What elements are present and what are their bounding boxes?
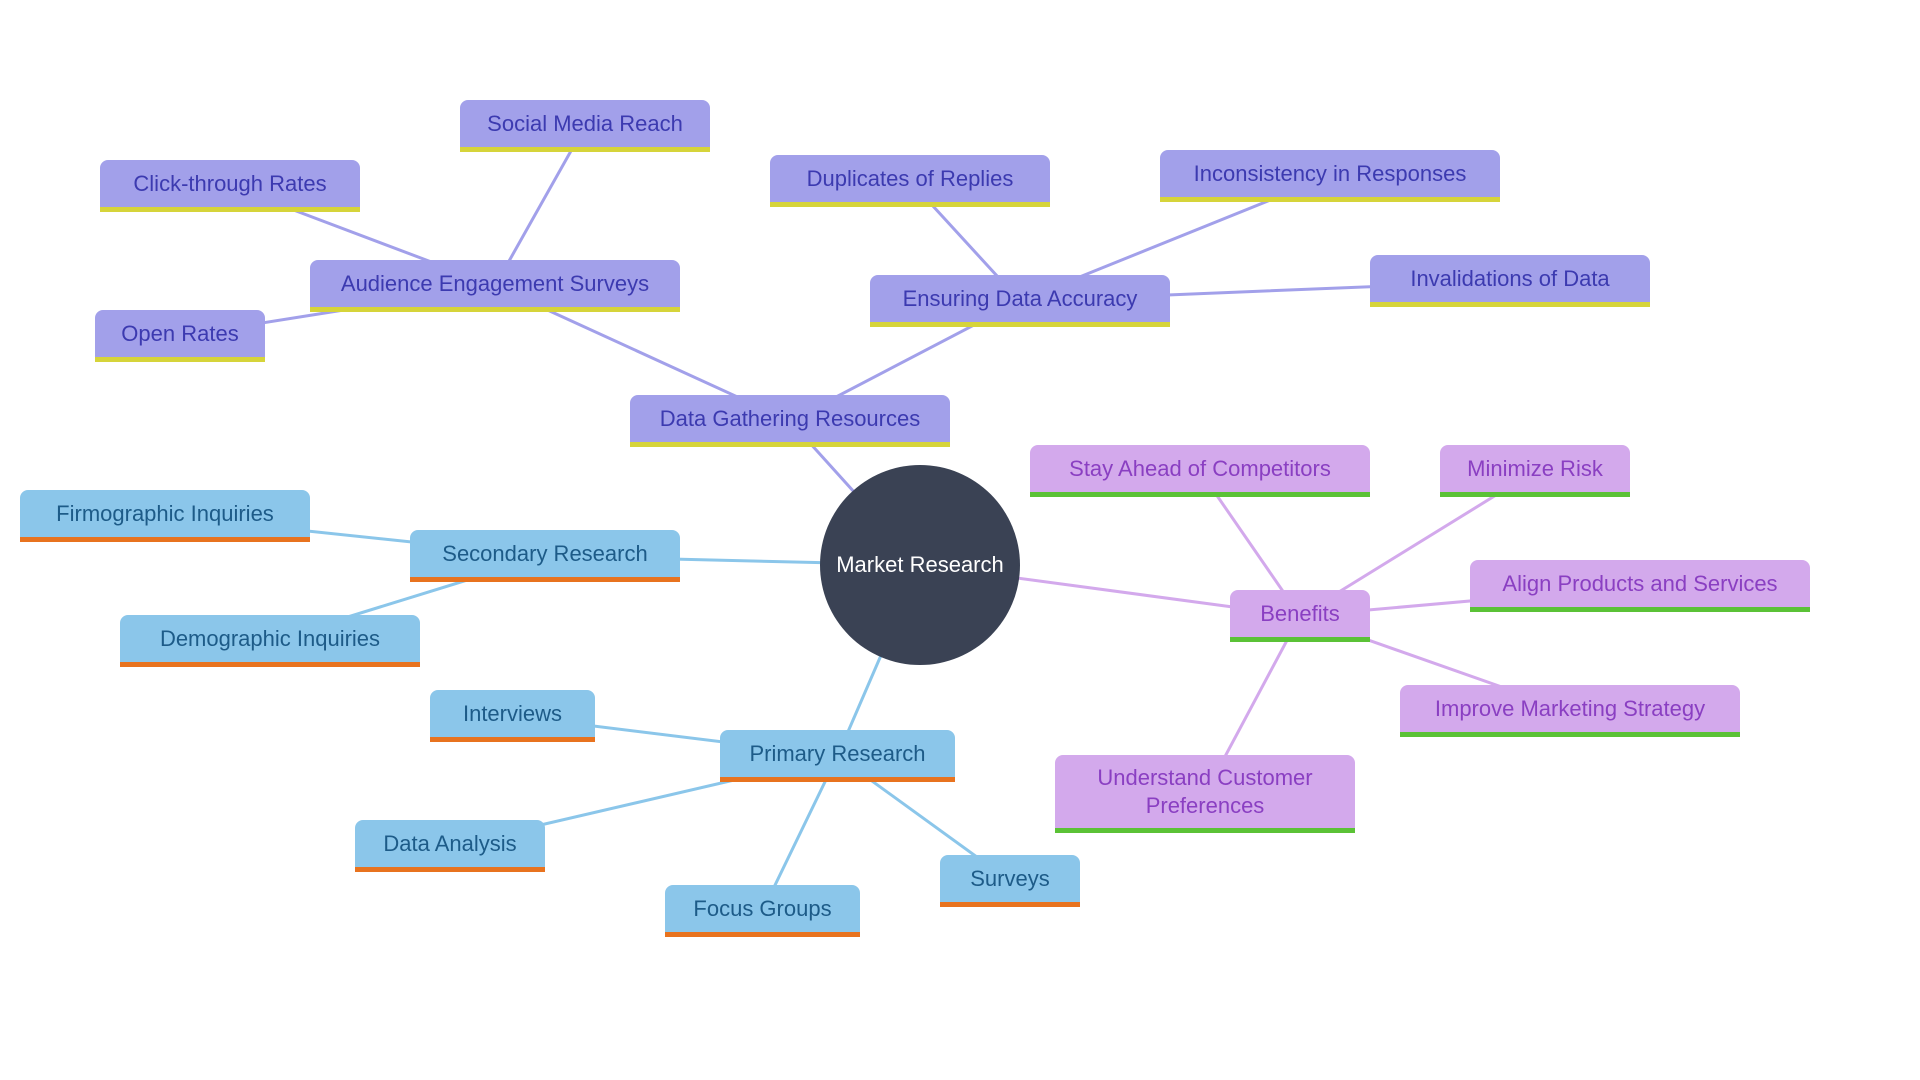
node-label: Improve Marketing Strategy: [1435, 696, 1705, 722]
node-label: Stay Ahead of Competitors: [1069, 456, 1331, 482]
node-eda: Ensuring Data Accuracy: [870, 275, 1170, 327]
node-label: Interviews: [463, 701, 562, 727]
node-sec: Secondary Research: [410, 530, 680, 582]
node-label: Understand CustomerPreferences: [1097, 764, 1312, 819]
node-label: Firmographic Inquiries: [56, 501, 274, 527]
node-ben: Benefits: [1230, 590, 1370, 642]
node-label: Data Gathering Resources: [660, 406, 920, 432]
node-label: Ensuring Data Accuracy: [903, 286, 1138, 312]
mindmap-canvas: Market Research Data Gathering Resources A…: [0, 0, 1920, 1080]
node-firm: Firmographic Inquiries: [20, 490, 310, 542]
node-surv: Surveys: [940, 855, 1080, 907]
node-dgr: Data Gathering Resources: [630, 395, 950, 447]
node-label: Open Rates: [121, 321, 238, 347]
node-label: Social Media Reach: [487, 111, 683, 137]
node-incr: Inconsistency in Responses: [1160, 150, 1500, 202]
node-label: Demographic Inquiries: [160, 626, 380, 652]
node-dupr: Duplicates of Replies: [770, 155, 1050, 207]
node-label: Invalidations of Data: [1410, 266, 1609, 292]
node-label: Duplicates of Replies: [807, 166, 1014, 192]
node-label: Minimize Risk: [1467, 456, 1603, 482]
node-label: Focus Groups: [693, 896, 831, 922]
node-label: Primary Research: [749, 741, 925, 767]
node-label: Benefits: [1260, 601, 1340, 627]
node-label: Inconsistency in Responses: [1194, 161, 1467, 187]
center-node: Market Research: [820, 465, 1020, 665]
node-ucp: Understand CustomerPreferences: [1055, 755, 1355, 833]
node-label: Secondary Research: [442, 541, 647, 567]
node-demo: Demographic Inquiries: [120, 615, 420, 667]
node-label: Data Analysis: [383, 831, 516, 857]
node-prim: Primary Research: [720, 730, 955, 782]
node-dana: Data Analysis: [355, 820, 545, 872]
node-smr: Social Media Reach: [460, 100, 710, 152]
node-stay: Stay Ahead of Competitors: [1030, 445, 1370, 497]
center-label: Market Research: [828, 543, 1012, 588]
node-intv: Interviews: [430, 690, 595, 742]
node-align: Align Products and Services: [1470, 560, 1810, 612]
node-aes: Audience Engagement Surveys: [310, 260, 680, 312]
node-imps: Improve Marketing Strategy: [1400, 685, 1740, 737]
node-label: Align Products and Services: [1502, 571, 1777, 597]
node-fg: Focus Groups: [665, 885, 860, 937]
node-opr: Open Rates: [95, 310, 265, 362]
node-label: Audience Engagement Surveys: [341, 271, 649, 297]
node-label: Surveys: [970, 866, 1049, 892]
node-invd: Invalidations of Data: [1370, 255, 1650, 307]
node-label: Click-through Rates: [133, 171, 326, 197]
node-minr: Minimize Risk: [1440, 445, 1630, 497]
node-ctr: Click-through Rates: [100, 160, 360, 212]
